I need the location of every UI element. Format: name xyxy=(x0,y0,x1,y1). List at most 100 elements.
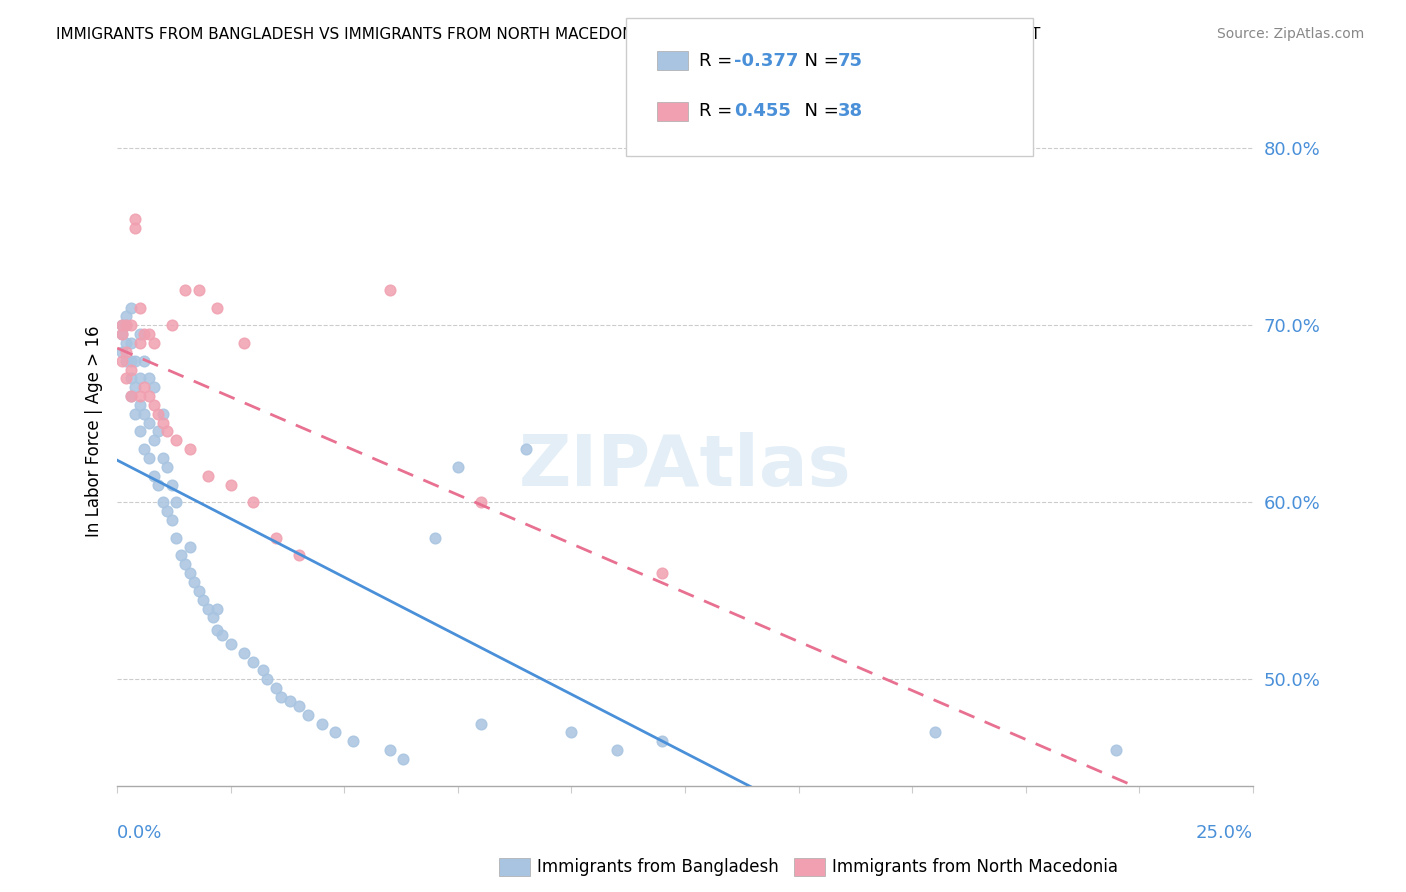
Point xyxy=(120,353,142,368)
Point xyxy=(256,673,278,687)
Point xyxy=(205,623,228,637)
Text: 75: 75 xyxy=(838,52,863,70)
Point xyxy=(124,353,146,368)
Point xyxy=(115,336,138,351)
Text: -0.377: -0.377 xyxy=(734,52,799,70)
Point xyxy=(146,425,169,439)
Point xyxy=(297,707,319,722)
Text: Immigrants from Bangladesh: Immigrants from Bangladesh xyxy=(537,858,779,876)
Point xyxy=(134,442,156,457)
Point xyxy=(233,646,256,660)
Text: 25.0%: 25.0% xyxy=(1195,824,1253,842)
Point xyxy=(174,558,197,572)
Point xyxy=(124,212,146,227)
Text: 0.455: 0.455 xyxy=(734,103,790,120)
Point xyxy=(187,583,209,598)
Point xyxy=(219,637,242,651)
Point xyxy=(152,416,174,430)
Point xyxy=(219,477,242,491)
Text: R =: R = xyxy=(699,52,738,70)
Text: N =: N = xyxy=(793,52,845,70)
Point xyxy=(120,318,142,333)
Text: Source: ZipAtlas.com: Source: ZipAtlas.com xyxy=(1216,27,1364,41)
Point xyxy=(134,380,156,394)
Point xyxy=(252,664,274,678)
Point xyxy=(165,495,187,509)
Point xyxy=(233,336,256,351)
Point xyxy=(201,610,224,624)
Point xyxy=(129,371,152,385)
Point xyxy=(111,353,134,368)
Point xyxy=(138,389,160,403)
Point xyxy=(156,504,179,518)
Point xyxy=(134,407,156,421)
Point xyxy=(124,221,146,235)
Point xyxy=(323,725,346,739)
Point xyxy=(515,442,537,457)
Point xyxy=(447,459,470,474)
Text: IMMIGRANTS FROM BANGLADESH VS IMMIGRANTS FROM NORTH MACEDONIA IN LABOR FORCE | A: IMMIGRANTS FROM BANGLADESH VS IMMIGRANTS… xyxy=(56,27,1040,43)
Point xyxy=(111,327,134,342)
Point xyxy=(187,283,209,297)
Point xyxy=(174,283,197,297)
Point xyxy=(115,344,138,359)
Point xyxy=(138,416,160,430)
Text: 0.0%: 0.0% xyxy=(117,824,163,842)
Point xyxy=(165,434,187,448)
Point xyxy=(470,495,492,509)
Point xyxy=(115,353,138,368)
Point xyxy=(183,574,205,589)
Point xyxy=(138,371,160,385)
Point xyxy=(129,327,152,342)
Point xyxy=(142,468,165,483)
Text: 38: 38 xyxy=(838,103,863,120)
Point xyxy=(111,318,134,333)
Point xyxy=(288,549,311,563)
Point xyxy=(138,451,160,466)
Text: Immigrants from North Macedonia: Immigrants from North Macedonia xyxy=(832,858,1118,876)
Point xyxy=(129,398,152,412)
Point xyxy=(120,301,142,315)
Point xyxy=(120,336,142,351)
Point xyxy=(134,353,156,368)
Point xyxy=(378,743,401,757)
Point xyxy=(651,734,673,748)
Point xyxy=(156,425,179,439)
Point xyxy=(179,566,201,581)
Point xyxy=(392,752,415,766)
Y-axis label: In Labor Force | Age > 16: In Labor Force | Age > 16 xyxy=(86,326,103,537)
Point xyxy=(111,318,134,333)
Point xyxy=(211,628,233,642)
Text: ZIPAtlas: ZIPAtlas xyxy=(519,433,851,501)
Point xyxy=(165,531,187,545)
Point xyxy=(152,495,174,509)
Point xyxy=(111,327,134,342)
Point xyxy=(197,468,219,483)
Point xyxy=(264,531,287,545)
Text: N =: N = xyxy=(793,103,845,120)
Point xyxy=(129,425,152,439)
Point xyxy=(142,336,165,351)
Point xyxy=(142,434,165,448)
Point xyxy=(115,310,138,324)
Point xyxy=(146,407,169,421)
Point xyxy=(288,698,311,713)
Point xyxy=(124,380,146,394)
Point xyxy=(111,344,134,359)
Point xyxy=(142,398,165,412)
Point xyxy=(138,327,160,342)
Point xyxy=(311,716,333,731)
Point xyxy=(242,495,264,509)
Point xyxy=(156,459,179,474)
Point xyxy=(160,318,183,333)
Point xyxy=(120,362,142,376)
Point xyxy=(205,601,228,615)
Point xyxy=(179,540,201,554)
Point xyxy=(152,451,174,466)
Point xyxy=(146,477,169,491)
Point xyxy=(129,301,152,315)
Point xyxy=(115,318,138,333)
Point xyxy=(423,531,446,545)
Point xyxy=(129,389,152,403)
Point xyxy=(606,743,628,757)
